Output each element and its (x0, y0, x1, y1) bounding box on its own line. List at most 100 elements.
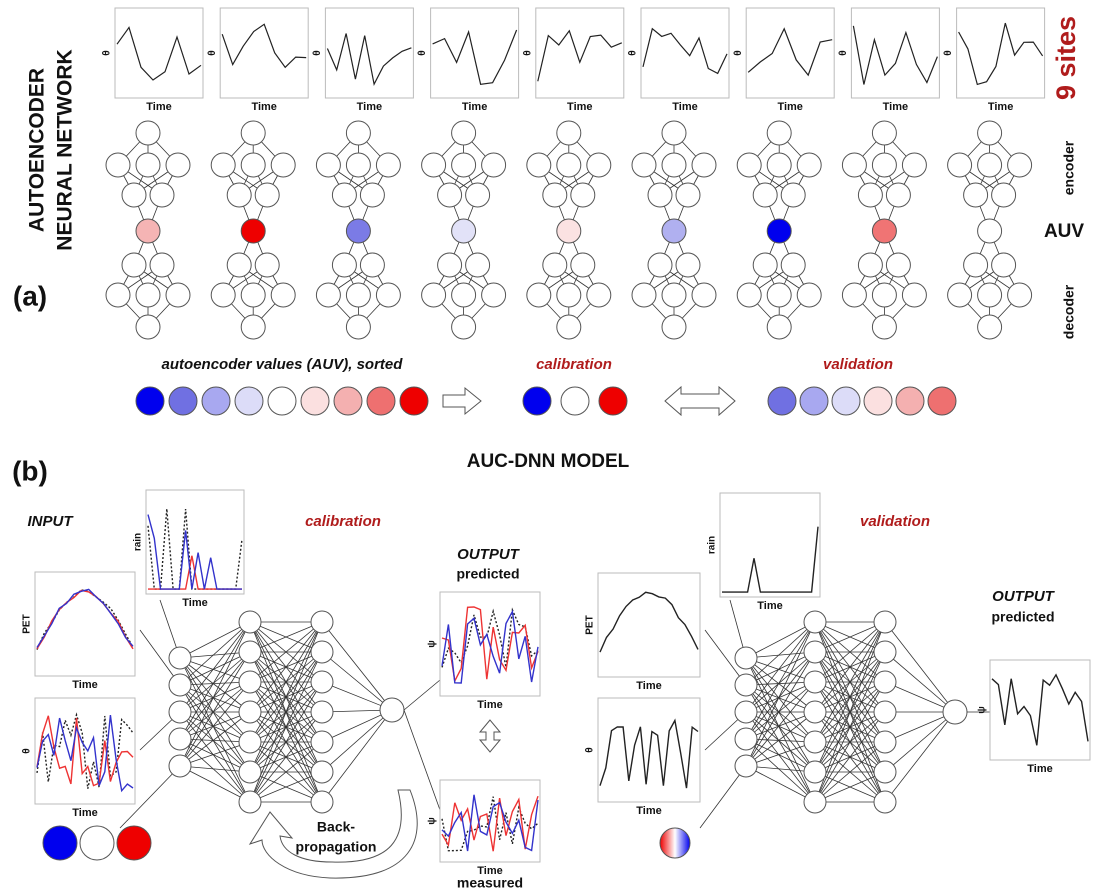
edge (814, 621, 886, 713)
backprop-arrow (248, 789, 418, 879)
edge (814, 771, 886, 803)
node (149, 252, 175, 278)
backprop-label: propagation (296, 839, 377, 855)
node (661, 218, 687, 244)
edge (179, 684, 251, 713)
edge (745, 765, 816, 773)
node (240, 314, 266, 340)
edge (249, 621, 323, 803)
validation-label: validation (860, 513, 930, 530)
edge (814, 621, 886, 773)
y-axis-label: θ (102, 50, 113, 55)
node (799, 386, 829, 416)
node (766, 120, 792, 146)
trace (221, 23, 307, 69)
node (451, 314, 477, 340)
edge (884, 681, 956, 713)
sorted-label: autoencoder values (AUV), sorted (162, 356, 404, 373)
node (873, 790, 897, 814)
edge (179, 684, 251, 803)
y-axis-label: ψ (977, 706, 988, 714)
node (841, 152, 867, 178)
node (315, 152, 341, 178)
panel-label: (b) (12, 455, 48, 486)
decoder-label: decoder (1061, 284, 1077, 339)
node (556, 314, 582, 340)
node (873, 640, 897, 664)
node (977, 152, 1003, 178)
node (542, 252, 568, 278)
node (871, 218, 897, 244)
node (661, 152, 687, 178)
trace (36, 588, 134, 648)
y-axis-label: θ (628, 50, 639, 55)
node (901, 152, 927, 178)
node (421, 152, 447, 178)
node (734, 700, 758, 724)
predicted-label: predicted (456, 566, 519, 582)
node (201, 386, 231, 416)
node (977, 314, 1003, 340)
edge (745, 651, 816, 767)
trace (441, 794, 539, 852)
node (963, 182, 989, 208)
x-axis-label: Time (777, 101, 802, 113)
node (991, 252, 1017, 278)
input-label: INPUT (28, 513, 75, 530)
x-axis-label: Time (146, 101, 171, 113)
node (437, 252, 463, 278)
node (254, 182, 280, 208)
trace (116, 26, 202, 81)
node (238, 730, 262, 754)
node (803, 610, 827, 634)
node (465, 182, 491, 208)
plot-frame (430, 7, 520, 99)
node (927, 386, 957, 416)
trace (599, 718, 699, 789)
edge (179, 738, 251, 803)
node (270, 152, 296, 178)
y-axis-label: θ (733, 50, 744, 55)
double-arrow (664, 385, 736, 417)
arrow (442, 386, 482, 416)
x-axis-label: Time (477, 865, 502, 877)
node (873, 670, 897, 694)
node (803, 640, 827, 664)
edge (179, 681, 251, 767)
edge (179, 738, 251, 773)
calibration-label: calibration (305, 513, 381, 530)
x-axis-label: Time (357, 101, 382, 113)
trace (991, 673, 1089, 746)
edge (249, 741, 323, 803)
node (1007, 282, 1033, 308)
node (437, 182, 463, 208)
node (542, 182, 568, 208)
edge (179, 651, 251, 713)
node (570, 182, 596, 208)
node (780, 252, 806, 278)
trace (36, 715, 134, 793)
node (375, 152, 401, 178)
node (135, 314, 161, 340)
node (168, 727, 192, 751)
edge (321, 709, 393, 743)
x-axis-label: Time (72, 679, 97, 691)
edge (745, 651, 816, 659)
node (315, 282, 341, 308)
edge (814, 651, 886, 803)
edge (321, 681, 393, 711)
node (300, 386, 330, 416)
node (481, 282, 507, 308)
plot-frame (145, 489, 245, 595)
node (556, 120, 582, 146)
node (234, 386, 264, 416)
node (331, 182, 357, 208)
node (451, 282, 477, 308)
edge (179, 711, 251, 740)
node (857, 252, 883, 278)
y-axis-label: rain (707, 536, 718, 554)
edge (745, 684, 816, 773)
edge (884, 711, 956, 773)
node (451, 152, 477, 178)
edge (745, 684, 816, 743)
